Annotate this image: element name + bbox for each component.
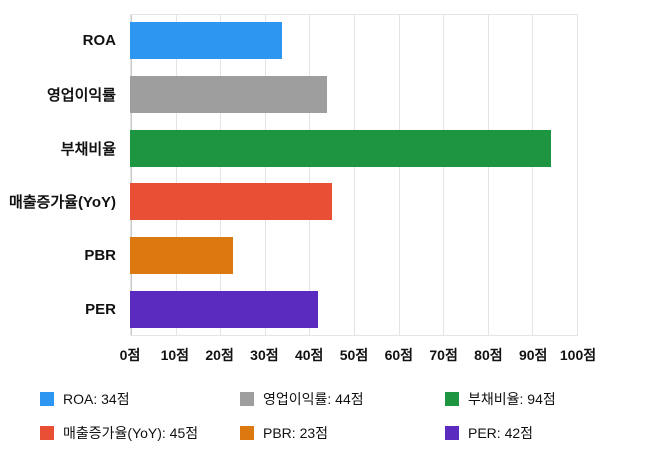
legend-item[interactable]: PER: 42점 xyxy=(445,423,650,443)
gridline xyxy=(443,15,445,335)
category-label: 영업이익률 xyxy=(46,87,116,104)
x-tick-label: 100점 xyxy=(559,347,597,363)
category-label: PER xyxy=(85,300,116,318)
x-tick-label: 50점 xyxy=(339,347,369,363)
gridline xyxy=(487,15,489,335)
x-tick-label: 20점 xyxy=(205,347,234,363)
gridline xyxy=(532,15,534,335)
x-tick-label: 0점 xyxy=(119,347,141,363)
gridline xyxy=(309,15,311,335)
bar[interactable] xyxy=(130,183,332,221)
legend-swatch-icon xyxy=(445,426,459,440)
legend-label: 매출증가율(YoY): 45점 xyxy=(63,425,199,441)
gridline xyxy=(577,15,578,335)
bar-track xyxy=(130,183,578,221)
legend-swatch-icon xyxy=(40,392,54,406)
gridline xyxy=(354,15,355,335)
legend-item[interactable]: 부채비율: 94점 xyxy=(445,389,650,409)
legend-item[interactable]: 매출증가율(YoY): 45점 xyxy=(40,423,240,443)
bar-row: 영업이익률 xyxy=(0,68,578,122)
legend-label: 부채비율: 94점 xyxy=(468,391,556,407)
legend-item[interactable]: PBR: 23점 xyxy=(240,423,445,443)
legend-swatch-icon xyxy=(240,392,254,406)
category-label: PBR xyxy=(84,247,116,265)
legend-swatch-icon xyxy=(240,426,254,440)
bar-row: PER xyxy=(0,282,578,336)
gridline xyxy=(398,15,400,335)
legend-item[interactable]: ROA: 34점 xyxy=(40,389,240,409)
bar-track xyxy=(130,22,578,60)
x-tick-label: 70점 xyxy=(429,347,458,363)
x-tick-label: 10점 xyxy=(160,347,190,363)
x-tick-label: 40점 xyxy=(294,347,324,363)
bar-track xyxy=(130,290,578,328)
legend-label: PBR: 23점 xyxy=(263,425,329,441)
bar-row: PBR xyxy=(0,229,578,283)
legend-label: 영업이익률: 44점 xyxy=(263,391,364,407)
bar-row: ROA xyxy=(0,14,578,68)
x-tick-label: 60점 xyxy=(384,347,414,363)
bar[interactable] xyxy=(130,76,328,113)
bar[interactable] xyxy=(130,237,234,275)
legend-swatch-icon xyxy=(445,392,459,406)
legend-label: ROA: 34점 xyxy=(63,391,130,407)
bar-track xyxy=(130,237,578,275)
bar-track xyxy=(130,129,578,167)
bar-track xyxy=(130,76,578,113)
legend-label: PER: 42점 xyxy=(468,425,534,441)
bar-row: 매출증가율(YoY) xyxy=(0,175,578,229)
bar[interactable] xyxy=(130,129,552,167)
category-label: 부채비율 xyxy=(60,140,116,158)
gridline xyxy=(264,15,266,335)
bar-row: 부채비율 xyxy=(0,121,578,175)
legend-swatch-icon xyxy=(40,426,54,440)
legend-item[interactable]: 영업이익률: 44점 xyxy=(240,389,445,409)
grid-overlay xyxy=(130,14,578,336)
x-tick-label: 80점 xyxy=(474,347,503,363)
gridline xyxy=(220,15,222,335)
bar[interactable] xyxy=(130,290,319,328)
category-label: ROA xyxy=(82,32,116,50)
x-axis: 0점 10점 20점 30점 40점 50점 60점 70점 80점 90점 100점 xyxy=(120,345,596,365)
x-tick-label: 90점 xyxy=(518,347,548,363)
gridline xyxy=(175,15,177,335)
category-label: 매출증가율(YoY) xyxy=(8,194,116,212)
bar[interactable] xyxy=(130,22,283,60)
gridline xyxy=(131,15,132,335)
x-tick-label: 30점 xyxy=(250,347,279,363)
